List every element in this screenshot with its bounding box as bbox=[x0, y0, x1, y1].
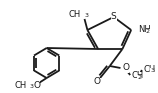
Text: CH: CH bbox=[131, 72, 143, 81]
Text: CH: CH bbox=[15, 81, 27, 89]
Text: 3: 3 bbox=[85, 13, 89, 18]
Text: 3: 3 bbox=[30, 84, 34, 89]
Text: NH: NH bbox=[138, 24, 151, 33]
Text: 2: 2 bbox=[137, 75, 141, 80]
Text: CH: CH bbox=[68, 9, 81, 19]
Text: O: O bbox=[122, 64, 129, 73]
Text: O: O bbox=[94, 77, 101, 86]
Text: 3: 3 bbox=[150, 68, 154, 73]
Text: O: O bbox=[33, 81, 40, 89]
Text: 2: 2 bbox=[146, 29, 150, 34]
Text: S: S bbox=[111, 12, 117, 20]
Text: CH: CH bbox=[144, 65, 156, 73]
